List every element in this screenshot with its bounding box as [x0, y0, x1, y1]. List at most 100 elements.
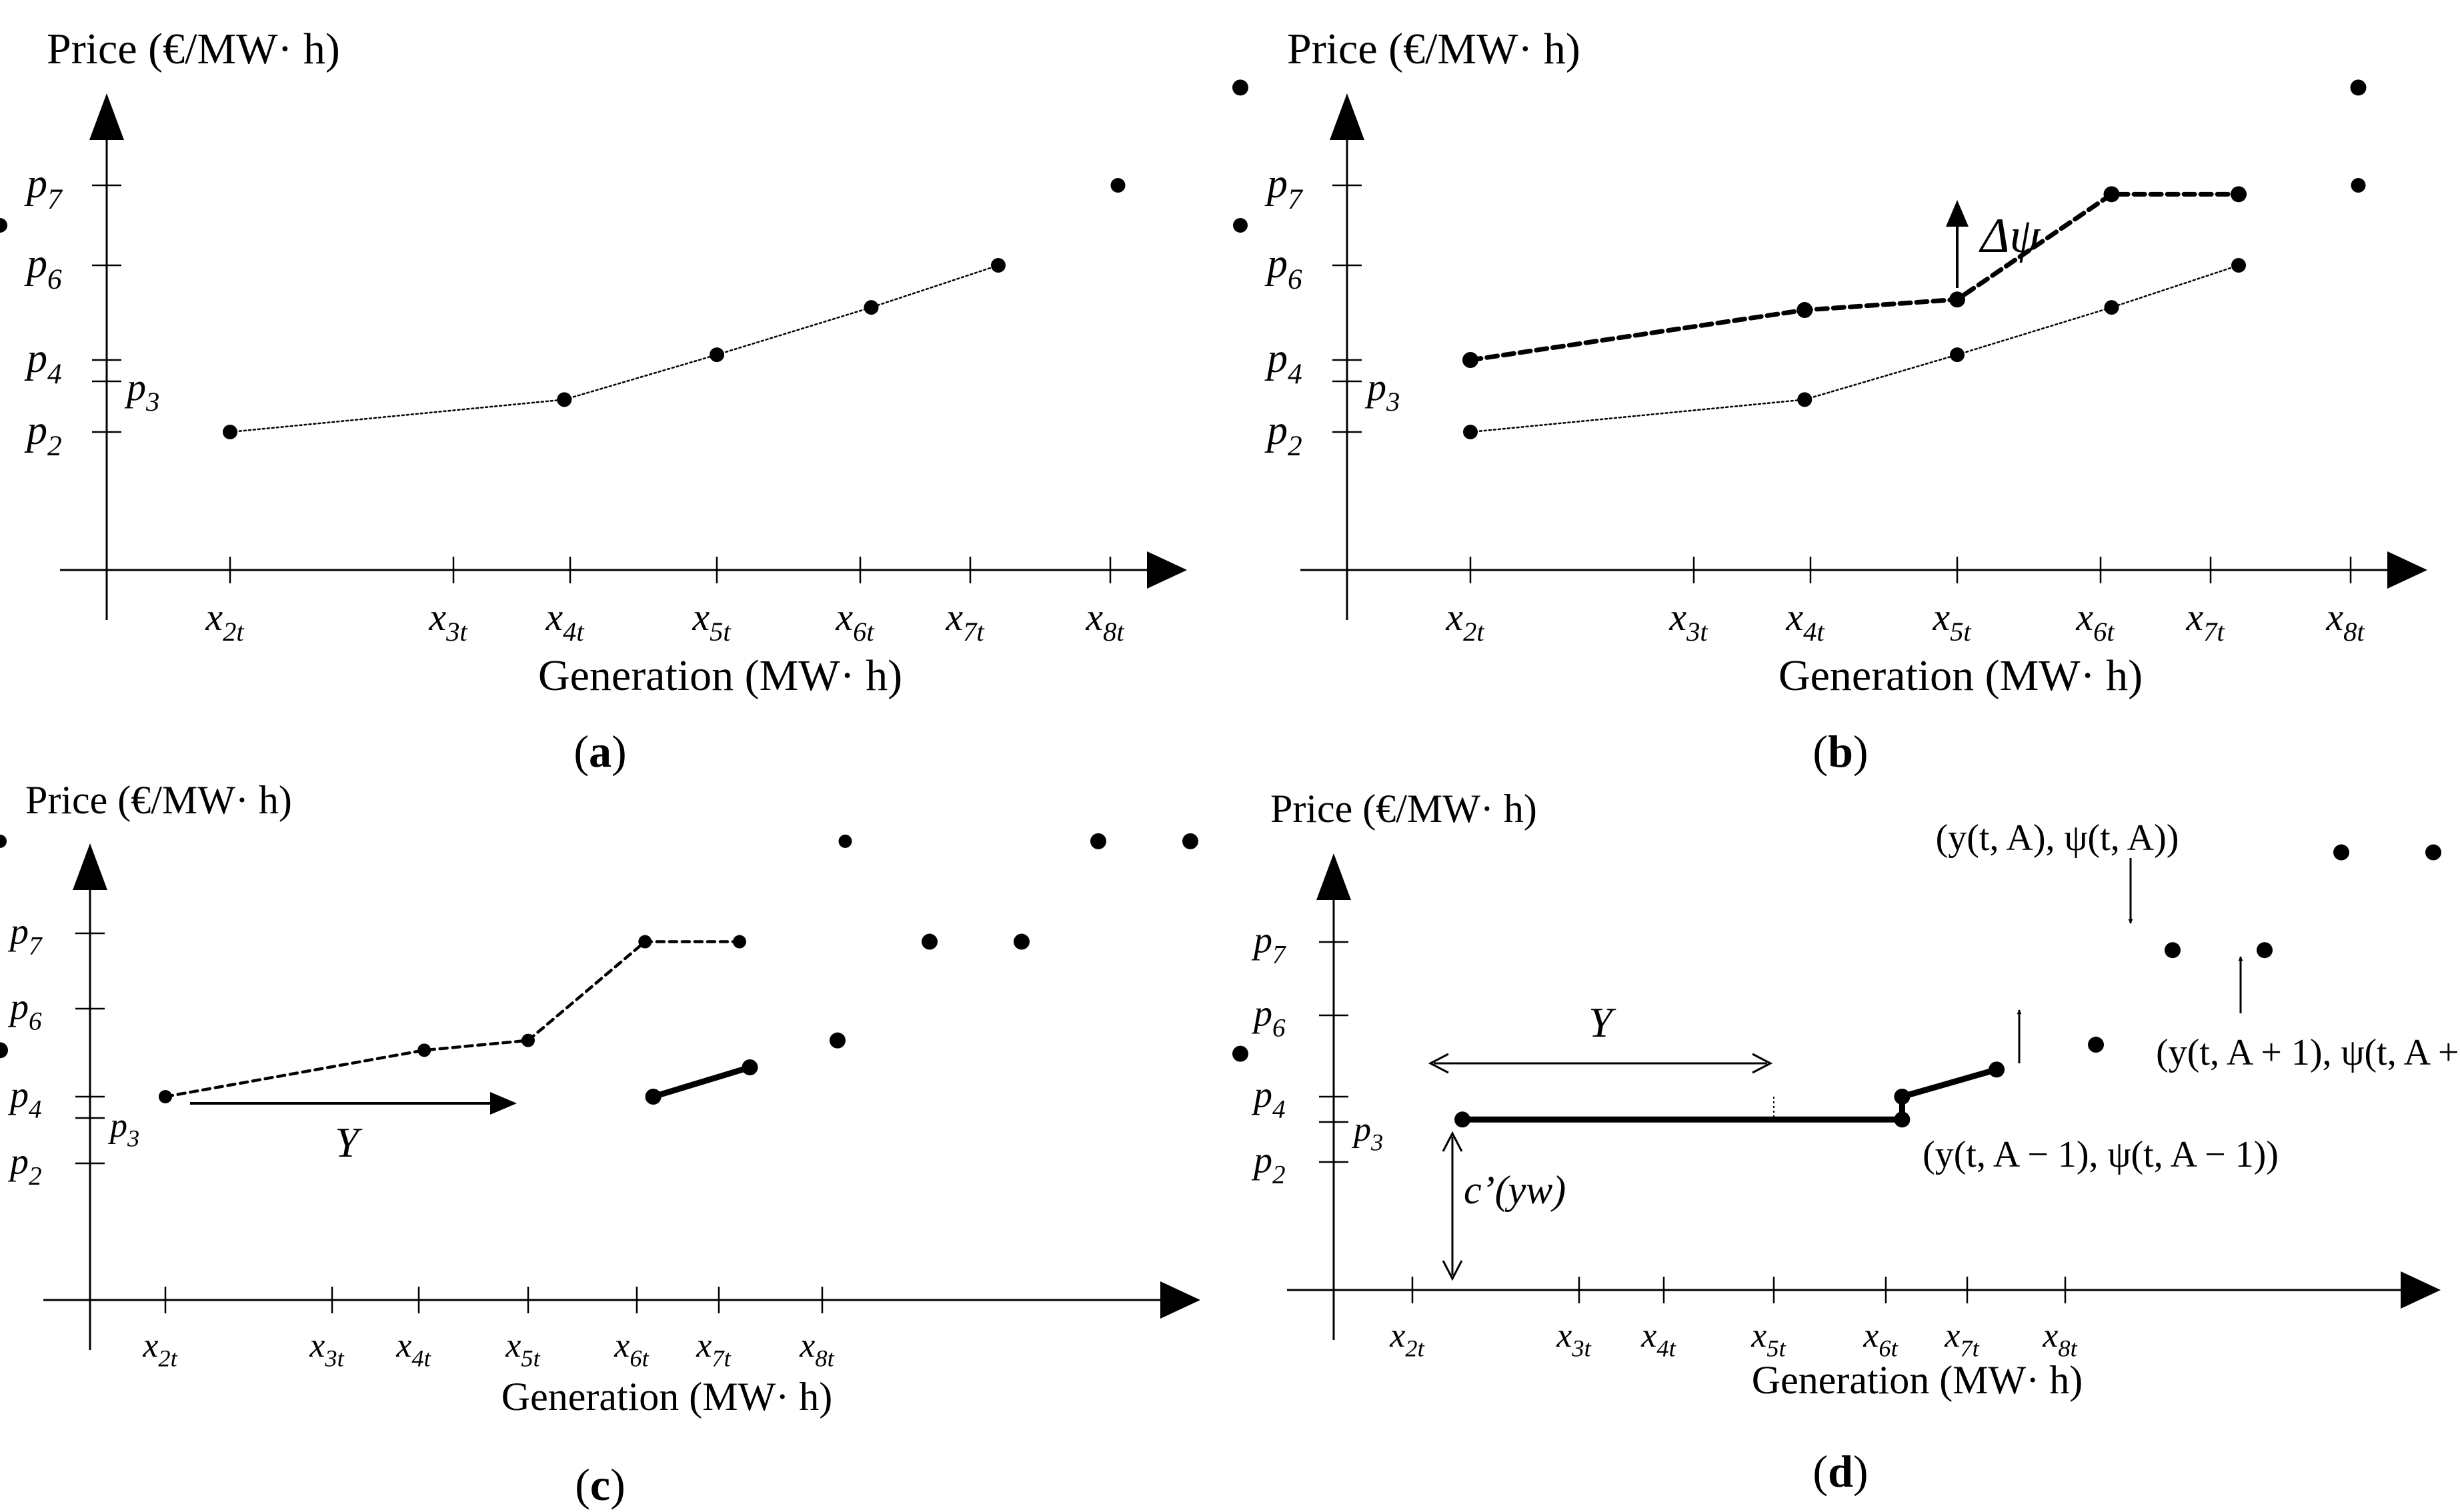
series-2-point-4	[830, 1032, 846, 1049]
x-tick-label-x7t: x7t	[945, 595, 985, 647]
panel-caption: (b)	[1812, 726, 1868, 777]
series-1-point-3	[521, 1033, 535, 1047]
series-1-point-6	[0, 218, 7, 233]
series-1-point-1	[223, 425, 237, 439]
x-axis-title: Generation (MW· h)	[1778, 651, 2143, 700]
series-1-point-5	[1232, 1045, 1248, 1062]
series-1-point-3	[710, 347, 724, 363]
y-tick-label-p7: p7	[24, 161, 63, 215]
y-tick-label-p3: p3	[1351, 1111, 1383, 1156]
y-tick-label-p7: p7	[1264, 161, 1304, 215]
x-tick-label-x5t: x5t	[1750, 1317, 1786, 1362]
x-axis-arrowhead	[1147, 551, 1187, 589]
series-2-point-8	[1182, 833, 1198, 849]
x-axis-arrowhead	[1160, 1281, 1200, 1319]
x-tick-label-x5t: x5t	[1932, 595, 1972, 647]
series-1-point-4	[2104, 300, 2119, 315]
series-1-point-7	[838, 834, 852, 848]
series-2-point-7	[2350, 79, 2367, 96]
series-line-1	[1459, 1066, 2000, 1123]
series-1-point-1	[159, 1090, 172, 1103]
x-tick-label-x2t: x2t	[1445, 595, 1485, 647]
series-line-1	[1469, 264, 2240, 433]
shift-y-label: Y	[335, 1119, 363, 1166]
series-line-2	[650, 1064, 753, 1100]
series-1-point-3	[1950, 347, 1965, 363]
panel-caption: (a)	[573, 726, 626, 777]
y-tick-label-p4: p4	[7, 1075, 42, 1124]
y-axis-arrowhead	[1316, 853, 1351, 900]
y-tick-label-p2: p2	[24, 407, 62, 461]
series-1-point-2	[557, 392, 572, 407]
panel-a: x2t x3t x4t x5t x6t x7t x8t p7 p6 p4 p2 p3 Price (€/…	[0, 25, 1187, 777]
x-axis-title: Generation (MW· h)	[1752, 1358, 2083, 1402]
series-2-point-1	[645, 1089, 662, 1105]
x-tick-label-x3t: x3t	[309, 1327, 344, 1372]
series-1-point-1	[1463, 425, 1478, 439]
series-line-2	[1468, 191, 2241, 363]
series-2-point-4	[2103, 186, 2120, 203]
y-tick-label-p6: p6	[24, 241, 62, 295]
panel-d: x2t x3t x4t x5t x6t x7t x8t p7 p6 p4 p2 p3 Price (€/…	[1232, 787, 2460, 1497]
x-tick-label-x7t: x7t	[1944, 1317, 1979, 1362]
series-1-point-3	[1894, 1089, 1911, 1105]
series-line-1	[229, 264, 1000, 433]
series-1-point-6	[1233, 218, 1248, 233]
y-axis-title: Price (€/MW· h)	[25, 778, 292, 822]
y-tick-label-p6: p6	[1264, 241, 1302, 295]
x-tick-label-x4t: x4t	[395, 1327, 431, 1372]
y-axis-arrowhead	[73, 843, 107, 890]
series-1-point-7	[1110, 178, 1126, 193]
panel-b: x2t x3t x4t x5t x6t x7t x8t p7 p6 p4 p2 p3 Price (€/…	[1232, 25, 2427, 777]
series-1-point-5	[991, 258, 1006, 273]
x-axis-arrowhead	[2387, 551, 2427, 589]
y-axis-arrowhead	[1330, 93, 1364, 140]
y-tick-label-p2: p2	[1251, 1140, 1286, 1189]
series-1-point-4	[1989, 1061, 2005, 1078]
y-axis-title: Price (€/MW· h)	[1287, 25, 1580, 73]
y-tick-label-p2: p2	[1264, 407, 1302, 461]
x-tick-label-x2t: x2t	[1389, 1317, 1424, 1362]
series-1-point-2	[1894, 1111, 1911, 1128]
series-1-point-4	[638, 935, 652, 949]
series-2-point-7	[1090, 833, 1106, 849]
x-tick-label-x8t: x8t	[799, 1327, 834, 1372]
callout-label-a-minus-1: (y(t, A − 1), ψ(t, A − 1))	[1923, 1134, 2279, 1175]
series-1-point-6	[0, 834, 7, 848]
series-2-point-6	[1014, 933, 1030, 950]
offset-y-label: Y	[1588, 999, 1616, 1046]
panel-caption: (c)	[575, 1459, 626, 1510]
x-tick-label-x3t: x3t	[428, 595, 468, 647]
panel-c: x2t x3t x4t x5t x6t x7t x8t p7 p6 p4 p2 p3 Price (€/…	[0, 778, 1200, 1510]
x-tick-label-x6t: x6t	[2075, 595, 2115, 647]
series-1-point-1	[1454, 1111, 1470, 1128]
series-1-point-8	[2257, 942, 2273, 959]
x-tick-label-x5t: x5t	[692, 595, 732, 647]
series-2-point-3	[0, 1042, 8, 1059]
y-tick-label-p3: p3	[1364, 365, 1400, 417]
wind-cost-bottom-head	[1442, 1260, 1463, 1281]
y-tick-label-p4: p4	[1264, 335, 1302, 389]
series-2-point-6	[1232, 79, 1248, 96]
series-2-point-3	[1949, 291, 1965, 308]
shift-y-arrowhead	[490, 1092, 517, 1115]
series-1-point-10	[2425, 844, 2441, 861]
y-tick-label-p7: p7	[7, 911, 43, 961]
x-tick-label-x6t: x6t	[1863, 1317, 1898, 1362]
y-axis-title: Price (€/MW· h)	[1270, 787, 1537, 831]
y-tick-label-p7: p7	[1251, 920, 1286, 969]
offset-y-right-head	[1752, 1053, 1773, 1074]
x-axis-title: Generation (MW· h)	[538, 651, 902, 700]
series-2-point-5	[2231, 186, 2247, 203]
x-tick-label-x6t: x6t	[613, 1327, 649, 1372]
x-axis-arrowhead	[2401, 1271, 2441, 1309]
delta-psi-label: Δψ	[1979, 209, 2041, 263]
panel-caption: (d)	[1812, 1446, 1868, 1497]
series-1-point-7	[2165, 942, 2181, 959]
x-tick-label-x5t: x5t	[505, 1327, 540, 1372]
series-2-point-5	[922, 933, 938, 950]
x-tick-label-x3t: x3t	[1668, 595, 1708, 647]
series-1-point-4	[864, 300, 879, 315]
series-1-point-7	[2351, 178, 2366, 193]
